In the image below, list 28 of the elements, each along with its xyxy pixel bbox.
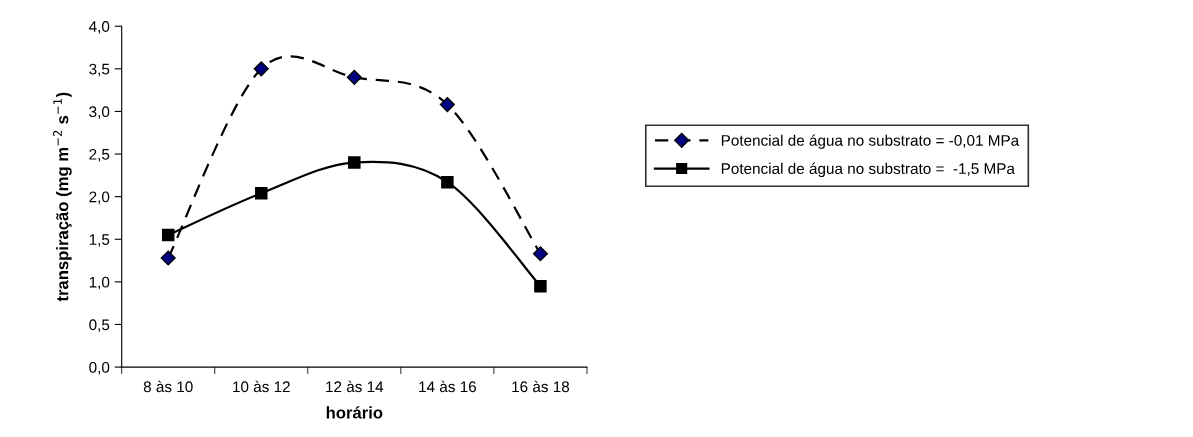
x-tick-label: 14 às 16 <box>419 380 477 393</box>
y-tick-label: 3,0 <box>89 106 110 119</box>
y-tick-label: 4,0 <box>89 21 110 34</box>
point <box>346 69 362 85</box>
y-tick-label: 1,0 <box>89 276 110 290</box>
point <box>532 246 548 262</box>
point <box>439 97 455 113</box>
x-tick-label: 16 às 18 <box>512 380 570 393</box>
y-axis-title: transpiração (mg m$^{−2}$ s$^{−1}$) <box>53 92 72 302</box>
y-tick-label: 1,5 <box>89 234 110 247</box>
point <box>161 228 175 242</box>
point <box>253 61 269 77</box>
point <box>160 250 176 266</box>
y-tick-label: 0,5 <box>89 319 110 332</box>
y-tick-label: 3,5 <box>89 63 110 77</box>
legend-label: Potencial de água no substrato = -1,5 MPa <box>721 162 1015 178</box>
point <box>255 186 268 200</box>
y-tick-label: 2,5 <box>89 148 110 162</box>
legend-label: Potencial de água no substrato = -0,01 MPa <box>721 134 1020 149</box>
point <box>441 175 454 189</box>
x-axis-title: horário <box>326 406 383 419</box>
point <box>534 279 547 293</box>
y-tick-label: 2,0 <box>89 191 110 205</box>
x-tick-label: 10 às 12 <box>233 380 290 393</box>
y-tick-label: 0,0 <box>89 361 110 375</box>
x-tick-label: 12 às 14 <box>326 380 384 393</box>
x-tick-label: 8 às 10 <box>143 380 193 393</box>
point <box>348 156 361 169</box>
